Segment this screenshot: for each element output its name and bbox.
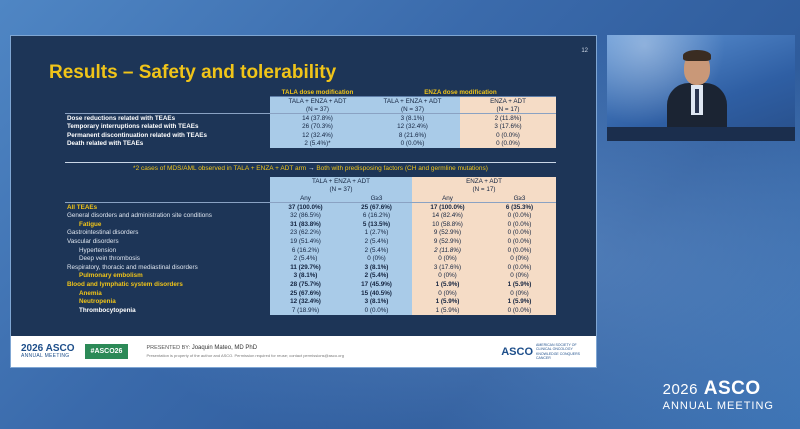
table-row: All TEAEs 37 (100.0%) 25 (67.6%) 17 (100… xyxy=(65,202,556,212)
table-row: Temporary interruptions related with TEA… xyxy=(65,122,556,131)
grade-header: G≥3 xyxy=(341,194,412,203)
teae-table: TALA + ENZA + ADT ENZA + ADT (N = 37) (N… xyxy=(65,177,556,315)
table-row: Dose reductions related with TEAEs 14 (3… xyxy=(65,113,556,123)
arm-n: (N = 37) xyxy=(270,185,412,195)
asco-meeting-logo: 2026 ASCO ANNUAL MEETING xyxy=(21,343,75,359)
col-n: (N = 17) xyxy=(460,105,556,114)
footnote: *2 cases of MDS/AML observed in TALA + E… xyxy=(133,165,488,172)
arm-n: (N = 17) xyxy=(412,185,556,195)
dose-modification-table: TALA dose modification ENZA dose modific… xyxy=(65,88,556,149)
group-header-enza: ENZA dose modification xyxy=(365,88,556,98)
asco-society-logo: ASCO AMERICAN SOCIETY OF CLINICAL ONCOLO… xyxy=(501,343,580,360)
podium xyxy=(607,127,795,141)
col-n: (N = 37) xyxy=(270,105,365,114)
slide-title: Results – Safety and tolerability xyxy=(49,62,337,83)
table-row: Death related with TEAEs 2 (5.4%)* 0 (0.… xyxy=(65,139,556,149)
grade-header: G≥3 xyxy=(483,194,556,203)
grade-header: Any xyxy=(412,194,483,203)
table-row: Anemia 25 (67.6%) 15 (40.5%) 0 (0%) 0 (0… xyxy=(65,288,556,298)
group-header-tala: TALA dose modification xyxy=(270,88,365,98)
table-row: Hypertension 6 (16.2%) 2 (5.4%) 2 (11.8%… xyxy=(65,245,556,255)
event-logo: 2026 ASCO ANNUAL MEETING xyxy=(662,378,774,412)
divider xyxy=(65,162,556,163)
presenter-name: Joaquin Mateo, MD PhD xyxy=(191,345,258,351)
table-row: Deep vein thrombosis 2 (5.4%) 0 (0%) 0 (… xyxy=(65,254,556,263)
disclaimer: Presentation is property of the author a… xyxy=(146,353,344,358)
table-row: Vascular disorders 19 (51.4%) 2 (5.4%) 9… xyxy=(65,237,556,246)
col-n: (N = 37) xyxy=(365,105,460,114)
table-row: Neutropenia 12 (32.4%) 3 (8.1%) 1 (5.9%)… xyxy=(65,297,556,306)
slide-number: 12 xyxy=(581,48,588,54)
slide-footer: 2026 ASCO ANNUAL MEETING #ASCO26 PRESENT… xyxy=(11,336,596,367)
presenter-info: PRESENTED BY: Joaquin Mateo, MD PhD Pres… xyxy=(146,345,344,358)
col-header: TALA + ENZA + ADT xyxy=(365,96,460,106)
table-row: Thrombocytopenia 7 (18.9%) 0 (0.0%) 1 (5… xyxy=(65,305,556,315)
table-row: Pulmonary embolism 3 (8.1%) 2 (5.4%) 0 (… xyxy=(65,271,556,281)
grade-header: Any xyxy=(270,194,341,203)
table-row: Fatigue 31 (83.8%) 5 (13.5%) 10 (58.8%) … xyxy=(65,219,556,229)
col-header: ENZA + ADT xyxy=(460,96,556,106)
table-row: Permanent discontinuation related with T… xyxy=(65,130,556,140)
arm-header: ENZA + ADT xyxy=(412,177,556,186)
arm-header: TALA + ENZA + ADT xyxy=(270,177,412,186)
table-row: Gastrointestinal disorders 23 (62.2%) 1 … xyxy=(65,228,556,238)
hashtag-badge: #ASCO26 xyxy=(84,344,129,359)
speaker-video-feed xyxy=(607,35,795,141)
table-row: Blood and lymphatic system disorders 28 … xyxy=(65,280,556,289)
col-header: TALA + ENZA + ADT xyxy=(270,96,365,106)
table-row: Respiratory, thoracic and mediastinal di… xyxy=(65,262,556,272)
arrow-icon: → xyxy=(308,165,315,172)
table-row: General disorders and administration sit… xyxy=(65,211,556,220)
